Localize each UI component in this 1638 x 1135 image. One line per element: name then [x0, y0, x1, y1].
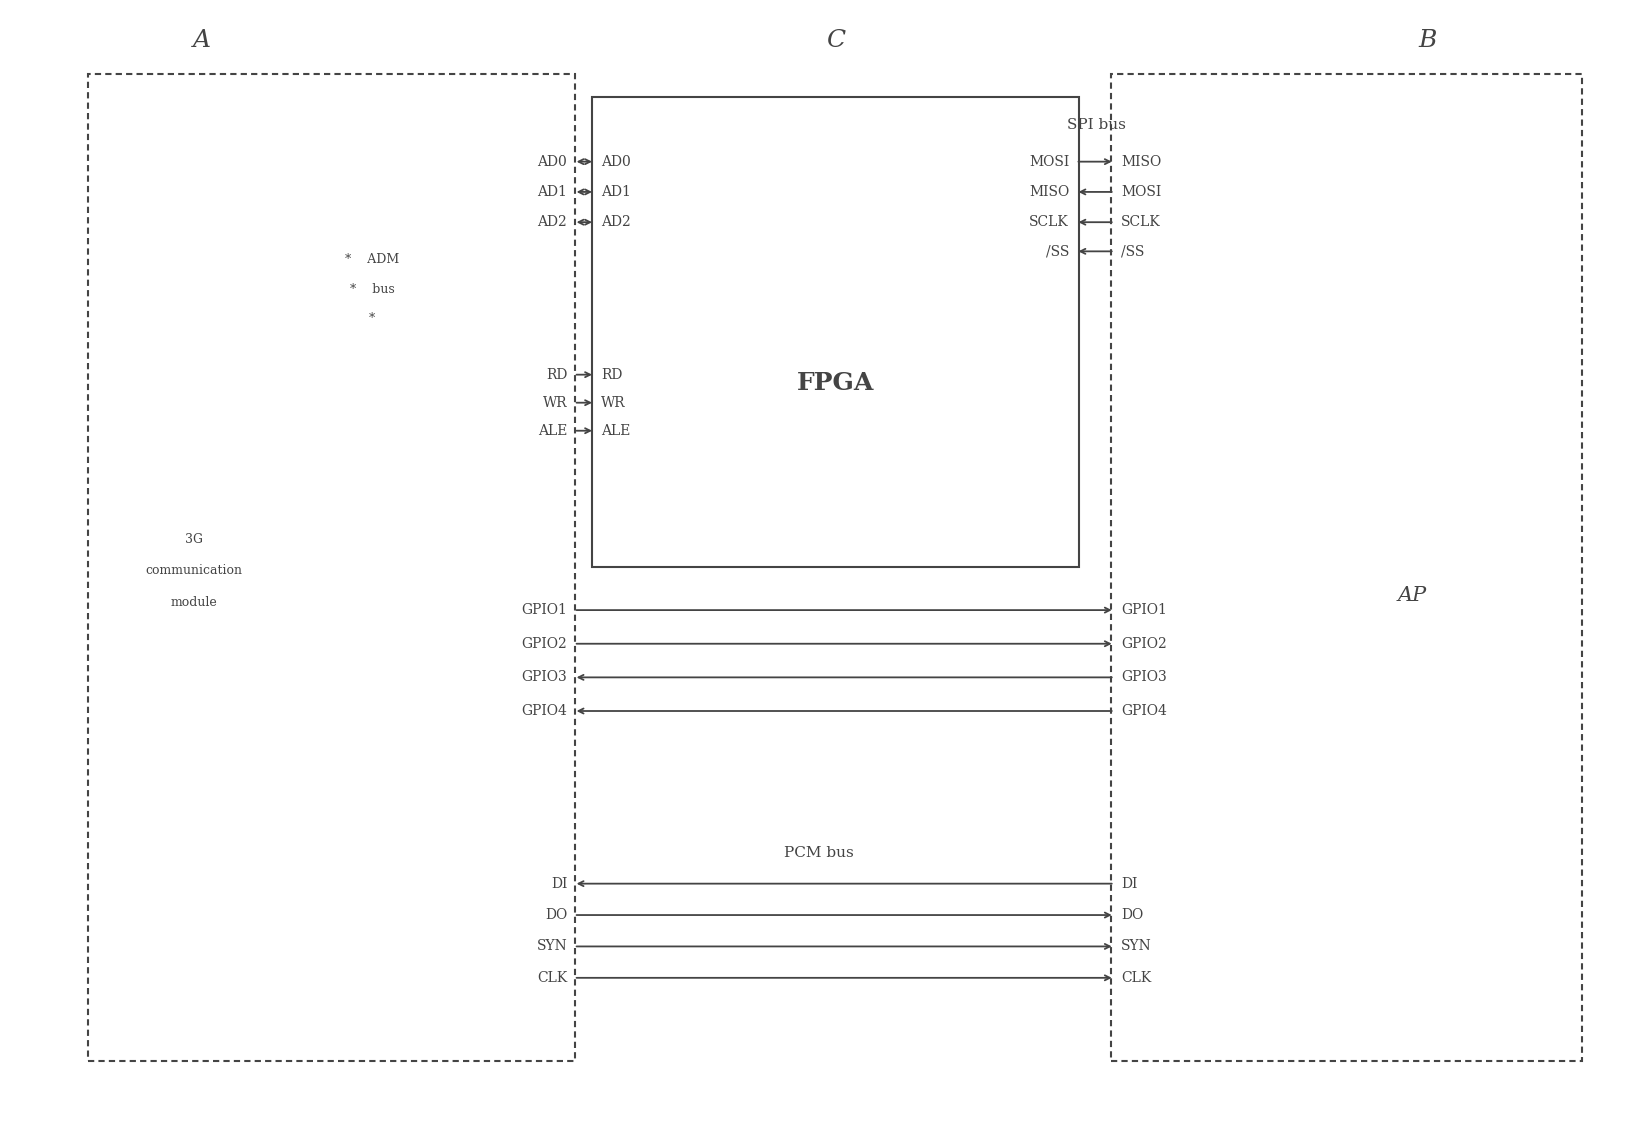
Text: SYN: SYN — [1120, 940, 1152, 953]
Text: SCLK: SCLK — [1029, 216, 1070, 229]
Text: GPIO2: GPIO2 — [1120, 637, 1166, 650]
Text: communication: communication — [146, 564, 242, 578]
Text: CLK: CLK — [537, 970, 567, 985]
Text: MOSI: MOSI — [1120, 185, 1161, 199]
Text: *    bus: * bus — [351, 283, 395, 296]
Text: GPIO4: GPIO4 — [521, 704, 567, 718]
Text: DO: DO — [545, 908, 567, 922]
Bar — [591, 96, 1079, 568]
Text: WR: WR — [542, 396, 567, 410]
Text: GPIO2: GPIO2 — [521, 637, 567, 650]
Text: RD: RD — [601, 368, 622, 381]
Text: RD: RD — [545, 368, 567, 381]
Text: MOSI: MOSI — [1029, 154, 1070, 169]
Text: DI: DI — [550, 876, 567, 891]
Text: C: C — [826, 28, 845, 52]
Text: *    ADM: * ADM — [346, 253, 400, 266]
Text: MISO: MISO — [1120, 154, 1161, 169]
Text: AD0: AD0 — [537, 154, 567, 169]
Text: SCLK: SCLK — [1120, 216, 1161, 229]
Text: SYN: SYN — [537, 940, 567, 953]
Text: 3G: 3G — [185, 533, 203, 546]
Text: DI: DI — [1120, 876, 1137, 891]
Text: B: B — [1419, 28, 1437, 52]
Text: AD1: AD1 — [537, 185, 567, 199]
Text: GPIO4: GPIO4 — [1120, 704, 1166, 718]
Text: WR: WR — [601, 396, 626, 410]
Text: /SS: /SS — [1045, 244, 1070, 259]
Text: FPGA: FPGA — [796, 370, 875, 395]
Text: /SS: /SS — [1120, 244, 1145, 259]
Text: AD2: AD2 — [601, 216, 631, 229]
Text: AD0: AD0 — [601, 154, 631, 169]
Text: MISO: MISO — [1029, 185, 1070, 199]
Text: ALE: ALE — [537, 423, 567, 438]
Bar — [1111, 74, 1582, 1061]
Text: module: module — [170, 596, 218, 608]
Text: DO: DO — [1120, 908, 1143, 922]
Bar — [88, 74, 575, 1061]
Text: PCM bus: PCM bus — [785, 847, 853, 860]
Text: SPI bus: SPI bus — [1068, 118, 1127, 132]
Text: GPIO1: GPIO1 — [1120, 603, 1166, 617]
Text: AP: AP — [1397, 586, 1427, 605]
Text: A: A — [193, 28, 211, 52]
Text: *: * — [369, 312, 375, 325]
Text: AD1: AD1 — [601, 185, 631, 199]
Text: GPIO3: GPIO3 — [1120, 671, 1166, 684]
Text: CLK: CLK — [1120, 970, 1152, 985]
Text: ALE: ALE — [601, 423, 631, 438]
Text: GPIO3: GPIO3 — [521, 671, 567, 684]
Text: GPIO1: GPIO1 — [521, 603, 567, 617]
Text: AD2: AD2 — [537, 216, 567, 229]
